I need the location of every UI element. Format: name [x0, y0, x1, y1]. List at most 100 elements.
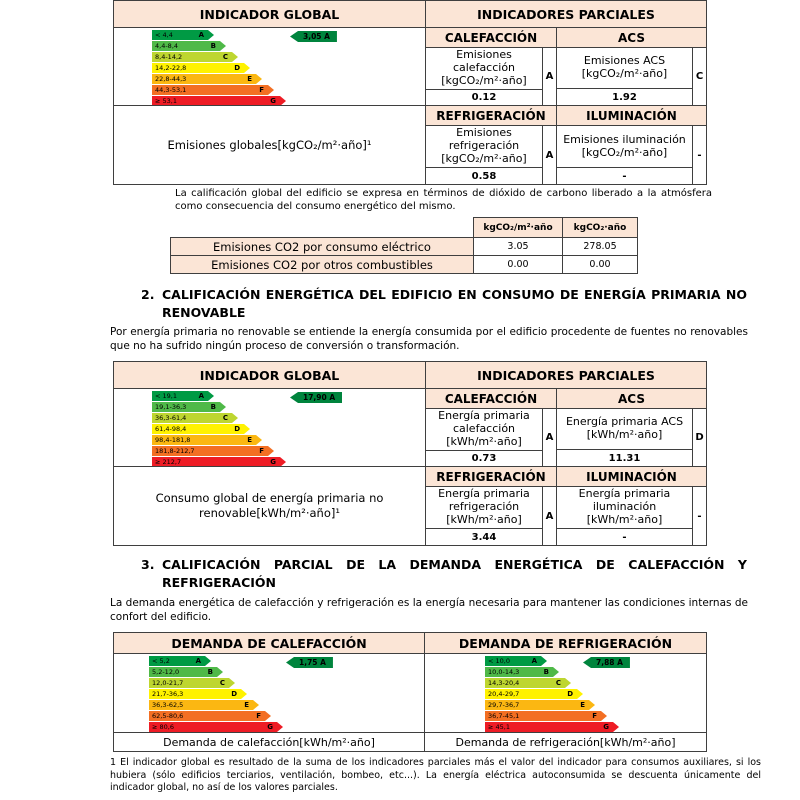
table-row: Emisiones CO2 por otros combustibles 0.0… — [170, 255, 638, 274]
scale-range: 181,8-212,7 — [155, 447, 195, 455]
partials-row-bottom: REFRIGERACIÓN Emisiones refrigeración [k… — [426, 106, 706, 184]
scale-bar-b: 4,4-8,4 B — [152, 41, 226, 51]
partial-header: ILUMINACIÓN — [557, 106, 706, 126]
scale-letter: E — [580, 701, 585, 709]
co2-col-header-per-m2: kgCO₂/m²·año — [473, 217, 563, 238]
emissions-note: La calificación global del edificio se e… — [175, 188, 712, 212]
scale-range: 36,3-61,4 — [155, 414, 187, 422]
scale-letter: D — [234, 64, 240, 72]
indicador-global-header: INDICADOR GLOBAL — [114, 362, 425, 389]
scale-letter: D — [234, 425, 240, 433]
scale-range: 12,0-21,7 — [152, 679, 184, 687]
cooling-demand-caption: Demanda de refrigeración[kWh/m²·año] — [455, 735, 676, 749]
scale-bar-f: 181,8-212,7 F — [152, 446, 274, 456]
co2-row-label: Emisiones CO2 por otros combustibles — [170, 255, 474, 274]
scale-bar-e: 98,4-181,8 E — [152, 435, 262, 445]
indicadores-parciales-header: INDICADORES PARCIALES — [426, 362, 706, 389]
scale-bar-e: 29,7-36,7 E — [485, 700, 595, 710]
co2-blank-cell — [170, 217, 474, 238]
co2-emissions-table: kgCO₂/m²·año kgCO₂·año Emisiones CO2 por… — [170, 217, 638, 274]
partial-acs: ACS Emisiones ACS [kgCO₂/m²·año] 1.92 C — [556, 28, 706, 105]
emissions-rating-table: INDICADOR GLOBAL < 4,4 A 4,4-8,4 B 8,4-14,… — [113, 0, 707, 185]
scale-range: 29,7-36,7 — [488, 701, 520, 709]
co2-row-label: Emisiones CO2 por consumo eléctrico — [170, 237, 474, 256]
scale-letter: E — [247, 75, 252, 83]
scale-range: 21,7-36,3 — [152, 690, 184, 698]
scale-letter: E — [247, 436, 252, 444]
emissions-global-label: Emisiones globales[kgCO₂/m²·año]¹ — [167, 137, 372, 152]
section-number: 2. — [141, 287, 155, 302]
scale-letter: F — [259, 447, 264, 455]
heating-demand-caption: Demanda de calefacción[kWh/m²·año] — [163, 735, 375, 749]
section-2-intro: Por energía primaria no renovable se ent… — [110, 326, 748, 352]
scale-letter: G — [267, 723, 273, 731]
scale-bar-d: 14,2-22,8 D — [152, 63, 250, 73]
partial-label: Energía primaria calefacción [kWh/m²·año… — [426, 409, 543, 451]
heating-demand-scale: < 5,2 A 5,2-12,0 B 12,0-21,7 C 21,7-36,3 D 3… — [114, 654, 424, 733]
scale-range: 36,7-45,1 — [488, 712, 520, 720]
partial-letter: A — [545, 510, 554, 522]
emissions-partials-column: INDICADORES PARCIALES CALEFACCIÓN Emisio… — [426, 1, 706, 184]
scale-range: 62,5-80,6 — [152, 712, 184, 720]
partial-refrigeracion: REFRIGERACIÓN Emisiones refrigeración [k… — [426, 106, 556, 184]
section-3-intro: La demanda energética de calefacción y r… — [110, 597, 748, 623]
scale-bar-g: ≥ 212,7 G — [152, 457, 286, 467]
co2-row-value: 278.05 — [562, 237, 638, 256]
scale-bar-a: < 4,4 A — [152, 30, 214, 40]
section-title: CALIFICACIÓN PARCIAL DE LA DEMANDA ENERG… — [162, 557, 747, 590]
partial-value: 1.92 — [557, 89, 693, 105]
partial-header: ACS — [557, 389, 706, 409]
heating-demand-table: DEMANDA DE CALEFACCIÓN < 5,2 A 5,2-12,0 B … — [114, 633, 424, 751]
scale-bar-e: 36,3-62,5 E — [149, 700, 259, 710]
emissions-global-column: INDICADOR GLOBAL < 4,4 A 4,4-8,4 B 8,4-14,… — [114, 1, 426, 184]
scale-bar-d: 20,4-29,7 D — [485, 689, 583, 699]
primary-energy-rating-table: INDICADOR GLOBAL < 19,1 A 19,1-36,3 B 36,3… — [113, 361, 707, 546]
primary-global-column: INDICADOR GLOBAL < 19,1 A 19,1-36,3 B 36,3… — [114, 362, 426, 545]
rating-arrow: 1,75 A — [286, 657, 333, 668]
partial-refrigeracion: REFRIGERACIÓN Energía primaria refrigera… — [426, 467, 556, 545]
scale-bar-d: 21,7-36,3 D — [149, 689, 247, 699]
partial-header: ACS — [557, 28, 706, 48]
scale-bar-g: ≥ 45,1 G — [485, 722, 619, 732]
scale-bar-c: 14,3-20,4 C — [485, 678, 571, 688]
co2-col-header-per-year: kgCO₂·año — [562, 217, 638, 238]
scale-letter: F — [259, 86, 264, 94]
scale-range: 19,1-36,3 — [155, 403, 187, 411]
partial-header: REFRIGERACIÓN — [426, 106, 556, 126]
emissions-energy-scale: < 4,4 A 4,4-8,4 B 8,4-14,2 C 14,2-22,8 D 22,… — [114, 28, 425, 106]
partial-header: CALEFACCIÓN — [426, 28, 556, 48]
scale-range: 98,4-181,8 — [155, 436, 191, 444]
section-2-heading: 2. CALIFICACIÓN ENERGÉTICA DEL EDIFICIO … — [141, 286, 747, 322]
partial-value: 0.12 — [426, 89, 543, 106]
scale-range: 10,0-14,3 — [488, 668, 520, 676]
scale-bar-e: 22,8-44,3 E — [152, 74, 262, 84]
footnote: 1 El indicador global es resultado de la… — [110, 757, 761, 794]
co2-row-value: 0.00 — [562, 255, 638, 274]
cooling-demand-table: DEMANDA DE REFRIGERACIÓN < 10,0 A 10,0-14… — [424, 633, 706, 751]
partial-letter: A — [545, 149, 554, 161]
scale-range: 22,8-44,3 — [155, 75, 187, 83]
scale-bar-b: 10,0-14,3 B — [485, 667, 559, 677]
scale-range: ≥ 80,6 — [152, 723, 174, 731]
partial-header: REFRIGERACIÓN — [426, 467, 556, 487]
scale-letter: G — [603, 723, 609, 731]
scale-range: ≥ 212,7 — [155, 458, 182, 466]
scale-range: < 10,0 — [488, 657, 510, 665]
scale-letter: D — [567, 690, 573, 698]
scale-range: 14,3-20,4 — [488, 679, 520, 687]
indicador-global-header: INDICADOR GLOBAL — [114, 1, 425, 28]
scale-letter: B — [207, 668, 213, 676]
demand-tables: DEMANDA DE CALEFACCIÓN < 5,2 A 5,2-12,0 B … — [113, 632, 707, 752]
primary-partials-column: INDICADORES PARCIALES CALEFACCIÓN Energí… — [426, 362, 706, 545]
partial-value: - — [557, 529, 693, 545]
scale-range: < 19,1 — [155, 392, 177, 400]
scale-letter: C — [555, 679, 561, 687]
partials-row-top: CALEFACCIÓN Energía primaria calefacción… — [426, 389, 706, 467]
scale-bar-b: 5,2-12,0 B — [149, 667, 223, 677]
partial-value: 3.44 — [426, 529, 543, 545]
scale-bar-b: 19,1-36,3 B — [152, 402, 226, 412]
rating-arrow: 7,88 A — [583, 657, 630, 668]
scale-range: ≥ 53,1 — [155, 97, 177, 105]
partial-letter: D — [695, 432, 704, 443]
